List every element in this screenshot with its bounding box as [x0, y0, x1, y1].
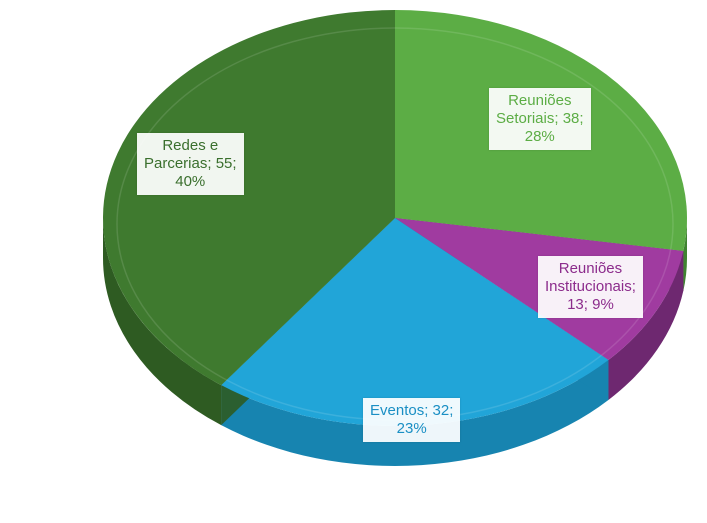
data-label-line: Eventos; 32; [370, 402, 454, 419]
data-label-line: Institucionais; [545, 278, 636, 295]
pie-side-reunioes-setoriais [683, 218, 687, 292]
data-label-line: 28% [524, 128, 555, 145]
data-label-line: Reuniões [508, 92, 572, 109]
pie-slice-redes-e-parcerias [102, 10, 395, 386]
data-label-line: Redes e [162, 137, 219, 154]
data-label-line: 40% [175, 173, 206, 190]
pie-slice-eventos [221, 218, 609, 426]
data-label-line: 23% [396, 420, 427, 437]
pie-slices [102, 10, 687, 426]
data-label-line: Parcerias; 55; [144, 155, 237, 172]
data-label-line: Reuniões [558, 260, 623, 277]
data-label-line: 13; 9% [567, 296, 614, 313]
data-label-eventos: Eventos; 32; 23% [363, 398, 461, 442]
data-label-line: Setoriais; 38; [496, 110, 584, 127]
pie-side-redes-e-parcerias [103, 218, 222, 426]
data-label-reunioes-setoriais: Reuniões Setoriais; 38; 28% [489, 88, 591, 150]
data-label-redes-e-parcerias: Redes e Parcerias; 55; 40% [137, 133, 244, 195]
data-label-reunioes-institucionais: Reuniões Institucionais; 13; 9% [538, 256, 643, 318]
pie-side-eventos [221, 359, 609, 466]
pie-side-reunioes-institucionais [608, 251, 684, 400]
